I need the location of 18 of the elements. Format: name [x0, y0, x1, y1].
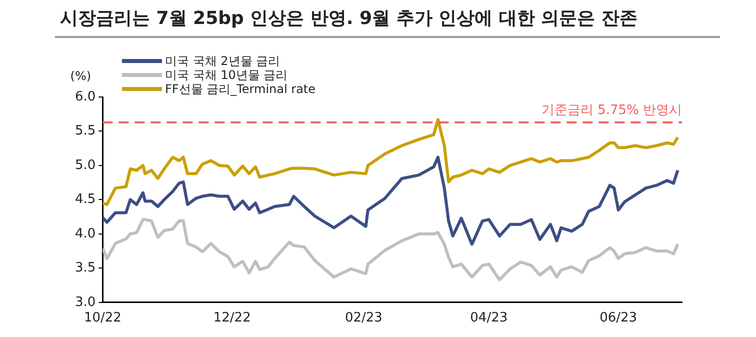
ref-line-label: 기준금리 5.75% 반영시 [541, 103, 682, 118]
x-tick-label: 06/23 [600, 310, 638, 326]
y-tick-label: 3.0 [74, 294, 96, 310]
x-tick-label: 02/23 [344, 310, 382, 326]
legend-label: 미국 국채 2년물 금리 [165, 54, 280, 68]
chart-title: 시장금리는 7월 25bp 인상은 반영. 9월 추가 인상에 대한 의문은 잔존 [60, 7, 638, 30]
x-tick-label: 12/22 [213, 310, 251, 326]
y-tick-label: 3.5 [74, 260, 96, 276]
y-axis-title: (%) [70, 69, 92, 84]
y-tick-label: 6.0 [74, 89, 96, 104]
y-tick-label: 4.5 [74, 192, 96, 208]
y-tick-label: 5.5 [74, 124, 96, 139]
x-tick-label: 04/23 [470, 310, 508, 326]
legend-label: FF선물 금리_Terminal rate [165, 82, 316, 96]
x-tick-label: 10/22 [84, 310, 122, 326]
legend-label: 미국 국채 10년물 금리 [165, 68, 288, 82]
y-tick-label: 5.0 [74, 158, 96, 173]
y-tick-label: 4.0 [74, 226, 96, 242]
